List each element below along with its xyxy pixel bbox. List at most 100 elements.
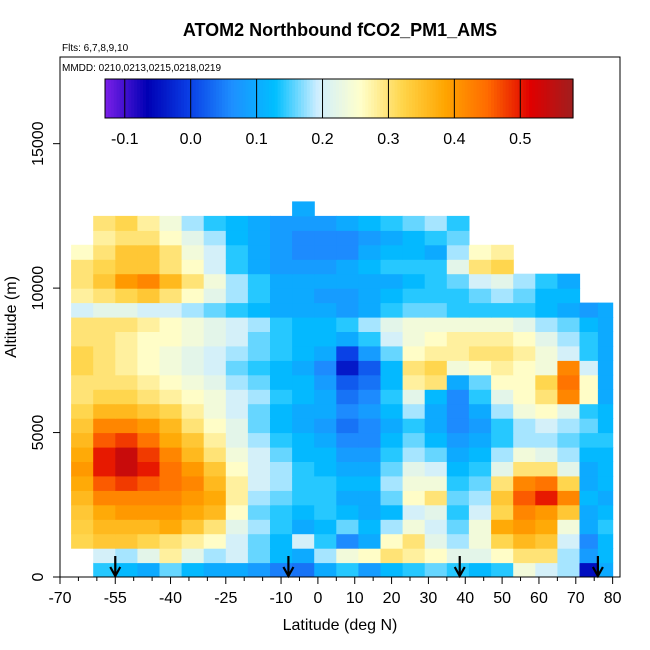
- colorbar-segment: [300, 79, 305, 118]
- heatmap-cell: [292, 244, 315, 260]
- heatmap-cell: [314, 447, 337, 462]
- heatmap-cell: [270, 374, 293, 390]
- heatmap-cell: [270, 230, 293, 246]
- heatmap-cell: [270, 403, 293, 419]
- heatmap-cell: [247, 302, 271, 318]
- heatmap-cell: [597, 533, 614, 549]
- heatmap-cell: [203, 533, 227, 549]
- heatmap-cell: [115, 504, 138, 520]
- heatmap-cell: [314, 345, 337, 361]
- colorbar-segment: [417, 79, 422, 118]
- colorbar-segment: [262, 79, 267, 118]
- heatmap-cell: [402, 504, 426, 520]
- colorbar-segment: [330, 79, 334, 118]
- heatmap-cell: [358, 475, 382, 491]
- heatmap-cell: [270, 259, 293, 275]
- x-tick-label: 20: [383, 590, 401, 607]
- colorbar-segment: [570, 79, 574, 118]
- heatmap-cell: [491, 475, 514, 491]
- heatmap-cell: [225, 331, 249, 347]
- colorbar-segment: [529, 79, 533, 118]
- heatmap-cell: [159, 288, 183, 304]
- colorbar-segment: [143, 79, 147, 118]
- heatmap-cell: [71, 374, 94, 390]
- heatmap-cell: [225, 288, 249, 304]
- heatmap-cell: [292, 418, 315, 434]
- colorbar-segment: [444, 79, 448, 118]
- colorbar-segment: [464, 79, 469, 118]
- heatmap-cell: [513, 533, 536, 549]
- heatmap-cell: [93, 447, 116, 462]
- heatmap-cell: [468, 504, 492, 520]
- heatmap-cell: [159, 447, 183, 462]
- heatmap-cell: [203, 244, 227, 260]
- heatmap-cell: [380, 562, 404, 577]
- heatmap-cell: [491, 562, 514, 577]
- colorbar-segment: [175, 79, 179, 118]
- heatmap-cell: [247, 461, 271, 477]
- heatmap-cell: [203, 562, 227, 577]
- heatmap-cell: [446, 519, 470, 535]
- heatmap-cell: [159, 345, 183, 361]
- colorbar-segment: [415, 79, 419, 118]
- colorbar-segment: [306, 79, 311, 118]
- heatmap-cell: [115, 244, 138, 260]
- heatmap-cell: [402, 302, 426, 318]
- heatmap-cell: [446, 317, 470, 332]
- heatmap-cell: [424, 432, 448, 448]
- colorbar-segment: [420, 79, 425, 118]
- heatmap-cell: [93, 490, 116, 506]
- heatmap-cell: [535, 331, 558, 347]
- heatmap-cell: [424, 345, 448, 361]
- heatmap-cell: [93, 389, 116, 405]
- heatmap-cell: [557, 447, 581, 462]
- colorbar-segment: [277, 79, 282, 118]
- heatmap-cell: [579, 447, 599, 462]
- chart-subtitle-flights: Flts: 6,7,8,9,10: [62, 43, 129, 54]
- heatmap-cell: [137, 504, 161, 520]
- heatmap-cell: [137, 403, 161, 419]
- heatmap: [71, 201, 614, 577]
- heatmap-cell: [402, 215, 426, 231]
- colorbar-segment: [432, 79, 437, 118]
- heatmap-cell: [336, 533, 359, 549]
- colorbar-segment: [552, 79, 557, 118]
- heatmap-cell: [181, 288, 205, 304]
- colorbar-segment: [169, 79, 173, 118]
- heatmap-cell: [446, 562, 470, 577]
- heatmap-cell: [314, 230, 337, 246]
- heatmap-cell: [292, 562, 315, 577]
- heatmap-cell: [468, 562, 492, 577]
- heatmap-cell: [557, 331, 581, 347]
- colorbar-segment: [257, 79, 261, 118]
- heatmap-cell: [181, 345, 205, 361]
- heatmap-cell: [468, 360, 492, 376]
- heatmap-cell: [380, 317, 404, 332]
- x-tick-label: -40: [159, 590, 182, 607]
- colorbar-segment: [207, 79, 211, 118]
- heatmap-cell: [424, 360, 448, 376]
- heatmap-cell: [159, 490, 183, 506]
- colorbar-segment: [113, 79, 118, 118]
- heatmap-cell: [424, 461, 448, 477]
- heatmap-cell: [597, 418, 614, 434]
- heatmap-cell: [535, 432, 558, 448]
- heatmap-cell: [491, 504, 514, 520]
- heatmap-cell: [115, 403, 138, 419]
- heatmap-cell: [93, 302, 116, 318]
- heatmap-cell: [159, 244, 183, 260]
- heatmap-cell: [203, 475, 227, 491]
- heatmap-cell: [380, 475, 404, 491]
- heatmap-cell: [203, 519, 227, 535]
- chart-subtitle-dates: MMDD: 0210,0213,0215,0218,0219: [62, 63, 221, 74]
- heatmap-cell: [203, 418, 227, 434]
- heatmap-cell: [93, 360, 116, 376]
- x-axis: -70 -55 -40 -25 -10 0 10 20 30 40 50 60 70 80: [48, 577, 622, 607]
- colorbar-segment: [210, 79, 214, 118]
- heatmap-cell: [71, 490, 94, 506]
- heatmap-cell: [203, 447, 227, 462]
- heatmap-cell: [402, 432, 426, 448]
- heatmap-cell: [115, 562, 138, 577]
- colorbar-segment: [382, 79, 387, 118]
- heatmap-cell: [380, 519, 404, 535]
